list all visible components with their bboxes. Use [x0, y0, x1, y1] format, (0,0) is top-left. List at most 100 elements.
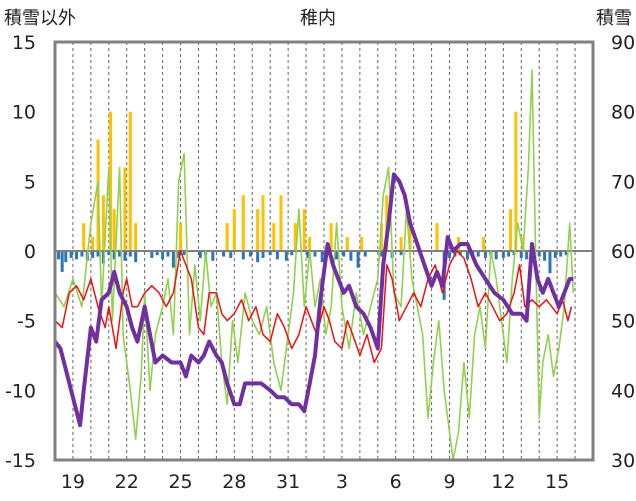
right-tick-label: 90 — [611, 32, 635, 54]
pressure_drop-bar — [379, 251, 383, 257]
pressure_drop-bar — [128, 251, 132, 257]
pressure_drop-bar — [241, 251, 245, 260]
pressure_drop-bar — [118, 251, 122, 257]
left-tick-label: -10 — [5, 380, 36, 402]
precipitation-bar — [302, 209, 306, 251]
pressure_drop-bar — [166, 251, 170, 257]
left-axis-ticks: 15 10 5 0 -5 -10 -15 — [5, 32, 36, 472]
precipitation-bar — [101, 195, 105, 251]
precipitation-bar — [123, 167, 127, 251]
precipitation-bar — [112, 209, 116, 251]
x-tick-label: 12 — [491, 471, 515, 493]
pressure_drop-bar — [177, 251, 181, 258]
precipitation-bar — [293, 223, 297, 251]
snow_depth-line — [53, 172, 574, 428]
precipitation-bar — [408, 223, 412, 251]
precipitation-bar — [379, 223, 383, 251]
x-tick-label: 19 — [61, 471, 85, 493]
pressure_drop-bar — [60, 251, 64, 272]
x-axis-ticks: 19 22 25 28 31 3 6 9 12 15 — [61, 471, 569, 493]
precipitation-bar — [232, 209, 236, 251]
pressure_drop-bar — [399, 251, 403, 256]
precipitation-bar — [225, 223, 229, 251]
right-axis-label: 積雪 — [596, 8, 632, 29]
pressure_drop-bar — [75, 251, 79, 260]
precipitation-bar — [256, 209, 260, 251]
pressure_drop-bar — [64, 251, 68, 263]
pressure_drop-bar — [155, 251, 159, 256]
pressure_drop-bar — [335, 251, 339, 260]
pressure_drop-bar — [537, 251, 541, 257]
precipitation-bar — [308, 237, 312, 251]
pressure_drop-bar — [161, 251, 165, 260]
precipitation-bar — [399, 237, 403, 251]
precipitation-bar — [91, 237, 95, 251]
pressure_drop-bar — [123, 251, 127, 261]
x-tick-label: 3 — [336, 471, 348, 493]
pressure_drop-bar — [548, 251, 552, 274]
pressure_drop-bar — [507, 251, 511, 257]
precipitation-bar — [179, 223, 183, 251]
pressure_drop-bar — [268, 251, 272, 256]
pressure_drop-bar — [349, 251, 353, 261]
left-tick-label: -5 — [17, 311, 36, 333]
temperature-line — [54, 250, 573, 364]
vertical-grid — [72, 42, 576, 460]
left-tick-label: 0 — [24, 241, 36, 263]
precipitation-bar — [241, 195, 245, 251]
x-tick-label: 31 — [276, 471, 300, 493]
precipitation-bar — [435, 223, 439, 251]
precipitation-bar — [82, 223, 86, 251]
right-tick-label: 70 — [611, 171, 635, 193]
plot-frame — [53, 40, 595, 462]
x-tick-label: 25 — [168, 471, 192, 493]
pressure_drop-bar — [564, 251, 568, 256]
right-tick-label: 30 — [611, 450, 635, 472]
pressure_drop-bar — [525, 251, 529, 260]
line-layer — [53, 69, 575, 461]
left-tick-label: 10 — [12, 102, 36, 124]
precipitation-bar — [272, 223, 276, 251]
pressure_drop-bar — [96, 251, 100, 257]
pressure_drop-bar — [284, 251, 288, 261]
pressure_drop-bar — [448, 251, 452, 258]
pressure_drop-bar — [91, 251, 95, 258]
pressure_drop-bar — [211, 251, 215, 261]
x-tick-label: 6 — [390, 471, 402, 493]
left-tick-label: 15 — [12, 32, 36, 54]
precipitation-bar — [279, 195, 283, 251]
pressure_drop-bar — [553, 251, 557, 258]
pressure_drop-bar — [356, 251, 360, 268]
x-tick-label: 15 — [545, 471, 569, 493]
right-tick-label: 60 — [611, 241, 635, 263]
pressure_drop-bar — [134, 251, 138, 263]
pressure_drop-bar — [465, 251, 469, 260]
precipitation-bar — [482, 237, 486, 251]
pressure_drop-bar — [69, 251, 73, 258]
pressure_drop-bar — [342, 251, 346, 257]
x-tick-label: 9 — [443, 471, 455, 493]
pressure_drop-bar — [543, 251, 547, 261]
x-tick-label: 22 — [115, 471, 139, 493]
precipitation-bar — [261, 195, 265, 251]
chart-title: 稚内 — [300, 8, 336, 29]
wind-line — [54, 69, 575, 461]
pressure_drop-bar — [229, 251, 233, 258]
pressure_drop-bar — [256, 251, 260, 263]
pressure_drop-bar — [306, 251, 310, 258]
precipitation-bar — [109, 111, 113, 252]
pressure_drop-bar — [313, 251, 317, 257]
pressure_drop-bar — [363, 251, 367, 257]
left-tick-label: 5 — [24, 171, 36, 193]
x-tick-label: 28 — [222, 471, 246, 493]
pressure_drop-bar — [494, 251, 498, 260]
pressure_drop-bar — [222, 251, 226, 257]
left-axis-label: 積雪以外 — [4, 8, 76, 29]
pressure_drop-bar — [290, 251, 294, 256]
pressure_drop-bar — [182, 251, 186, 256]
precipitation-bar — [128, 111, 132, 252]
precipitation-bar — [134, 223, 138, 251]
pressure_drop-bar — [483, 251, 487, 258]
pressure_drop-bar — [57, 251, 61, 260]
